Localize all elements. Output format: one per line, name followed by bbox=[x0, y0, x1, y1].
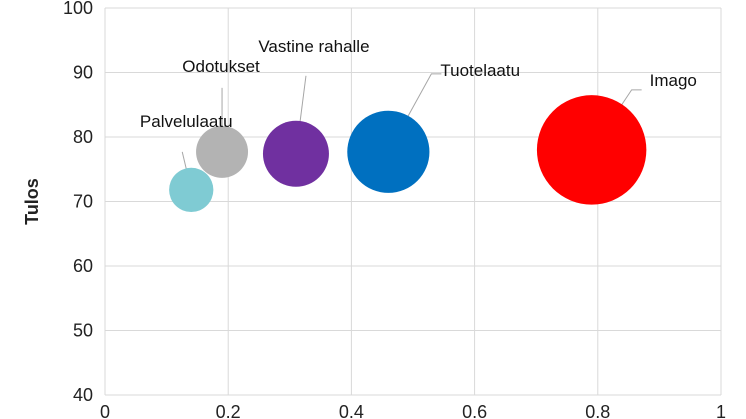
y-tick-label: 90 bbox=[73, 63, 93, 83]
tick-labels: 40 50 60 70 80 90 100 0 0.2 0.4 0.6 0.8 1 bbox=[63, 0, 726, 419]
bubble-tuotelaatu bbox=[347, 110, 430, 193]
bubble-vastine-rahalle bbox=[262, 120, 329, 187]
bubble-label: Imago bbox=[650, 71, 697, 90]
bubble-palvelulaatu bbox=[169, 167, 214, 213]
bubble-label: Palvelulaatu bbox=[140, 112, 233, 131]
bubble-odotukset bbox=[196, 125, 249, 178]
x-tick-label: 0.8 bbox=[585, 402, 610, 419]
y-tick-label: 100 bbox=[63, 0, 93, 18]
y-tick-label: 40 bbox=[73, 385, 93, 405]
x-tick-label: 0.6 bbox=[462, 402, 487, 419]
bubble-label: Tuotelaatu bbox=[440, 61, 520, 80]
bubbles bbox=[169, 95, 647, 213]
x-tick-label: 0.4 bbox=[339, 402, 364, 419]
x-tick-label: 0.2 bbox=[216, 402, 241, 419]
y-tick-label: 60 bbox=[73, 256, 93, 276]
bubble-label: Odotukset bbox=[182, 57, 260, 76]
y-tick-label: 70 bbox=[73, 192, 93, 212]
bubble-imago bbox=[536, 95, 647, 205]
x-tick-label: 1 bbox=[716, 402, 726, 419]
y-axis-title: Tulos bbox=[22, 178, 42, 225]
bubble-label: Vastine rahalle bbox=[258, 37, 369, 56]
y-tick-label: 50 bbox=[73, 321, 93, 341]
y-tick-label: 80 bbox=[73, 127, 93, 147]
x-tick-label: 0 bbox=[100, 402, 110, 419]
